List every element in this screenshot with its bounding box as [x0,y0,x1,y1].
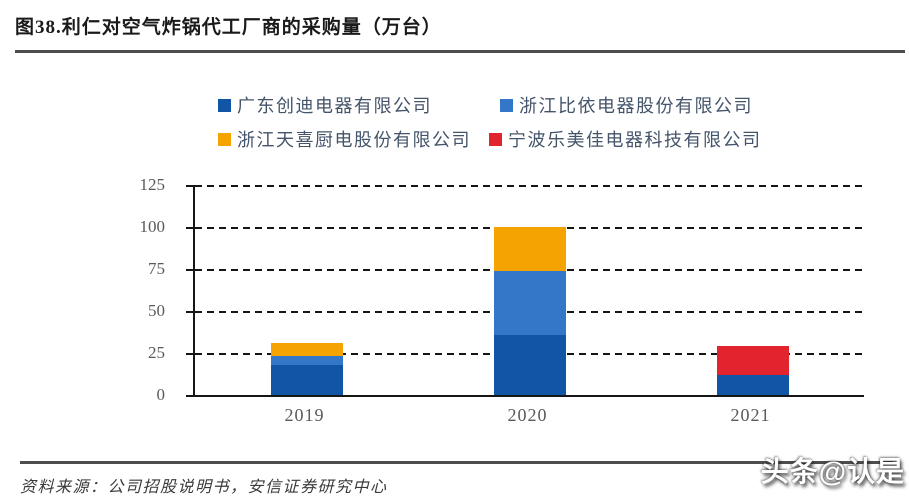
bar-segment [493,334,566,395]
x-axis-label: 2019 [284,405,325,425]
figure-title: 图38.利仁对空气炸锅代工厂商的采购量（万台） [15,17,442,38]
legend-row: 浙江天喜厨电股份有限公司 宁波乐美佳电器科技有限公司 [0,126,909,152]
y-tick-mark [186,269,193,271]
figure-title-block: 图38.利仁对空气炸锅代工厂商的采购量（万台） [15,12,905,53]
legend-label: 宁波乐美佳电器科技有限公司 [508,130,762,150]
y-tick-mark [186,395,193,397]
stacked-bar-2019 [270,342,343,395]
source-block: 资料来源：公司招股说明书，安信证券研究中心 [20,461,893,497]
y-axis-label: 0 [156,385,166,404]
stacked-bar-2020 [493,227,566,395]
legend-swatch-icon [218,98,231,112]
y-axis: 0 25 50 75 100 125 [120,175,178,404]
bar-segment [270,356,343,365]
legend-label: 浙江比依电器股份有限公司 [519,96,753,116]
bars-container [195,185,864,395]
y-tick-mark [186,353,193,355]
bar-segment [493,270,566,335]
legend-swatch-icon [489,132,502,146]
legend-item: 宁波乐美佳电器科技有限公司 [489,126,762,152]
y-axis-label: 100 [139,217,166,236]
legend-label: 浙江天喜厨电股份有限公司 [237,130,471,150]
y-tick-mark [186,227,193,229]
y-tick-mark [186,311,193,313]
bar-group [641,185,864,395]
stacked-bar-2021 [716,346,789,395]
y-axis-label: 25 [148,343,165,362]
legend-row: 广东创迪电器有限公司 浙江比依电器股份有限公司 [0,92,909,118]
y-axis-label: 50 [148,301,165,320]
chart-legend: 广东创迪电器有限公司 浙江比依电器股份有限公司浙江天喜厨电股份有限公司 宁波乐美佳电… [0,92,909,152]
legend-swatch-icon [218,132,231,146]
bar-group [418,185,641,395]
watermark: 头条@认是 [760,456,905,487]
bar-segment [493,227,566,271]
legend-item: 浙江比依电器股份有限公司 [500,92,753,118]
bar-segment [270,342,343,357]
x-axis-label: 2021 [730,405,771,425]
legend-label: 广东创迪电器有限公司 [237,96,432,116]
bar-segment [716,346,789,375]
bar-segment [270,364,343,395]
legend-item: 广东创迪电器有限公司 [218,92,432,118]
legend-swatch-icon [500,98,513,112]
plot-area [186,185,864,397]
bar-group [195,185,418,395]
source-text: 资料来源：公司招股说明书，安信证券研究中心 [20,479,388,496]
y-axis-label: 125 [139,175,166,194]
y-tick-mark [186,185,193,187]
legend-item: 浙江天喜厨电股份有限公司 [218,126,471,152]
x-axis-label: 2020 [507,405,548,425]
x-axis-labels: 2019 2020 2021 [193,405,862,426]
y-axis-label: 75 [148,259,165,278]
gridline [195,185,862,187]
bar-segment [716,374,789,395]
